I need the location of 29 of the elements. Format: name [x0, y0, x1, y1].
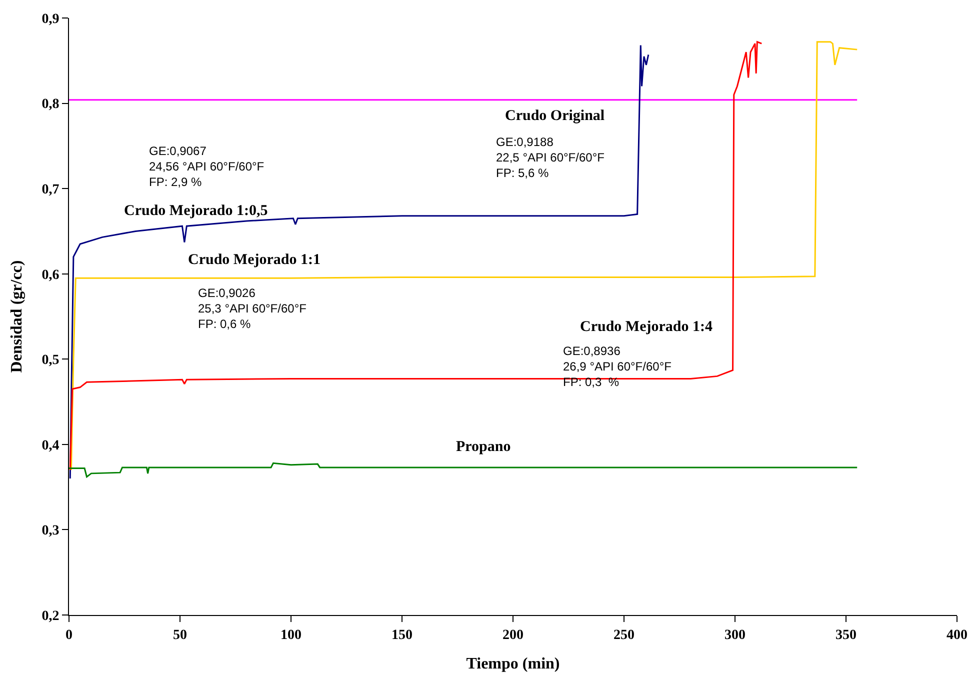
y-tick-label: 0,2	[42, 608, 60, 624]
x-axis-title: Tiempo (min)	[466, 656, 560, 672]
x-tick-label: 200	[502, 628, 524, 643]
x-tick-label: 150	[392, 628, 412, 643]
y-tick-label: 0,5	[42, 353, 60, 368]
y-tick-label: 0,3	[42, 524, 60, 539]
x-tick-label: 300	[724, 628, 746, 643]
y-tick-label: 0,4	[42, 438, 60, 454]
series-label: Crudo Mejorado 1:0,5	[124, 203, 268, 219]
line-series	[69, 462, 858, 478]
x-tick-label: 50	[173, 628, 187, 643]
y-axis-title: Densidad (gr/cc)	[8, 260, 26, 373]
y-tick-label: 0,7	[42, 182, 60, 198]
y-tick-label: 0,9	[42, 12, 60, 27]
x-tick-label: 350	[836, 628, 856, 643]
series-label: Crudo Original	[505, 108, 605, 124]
annotation: GE:0,9067 24,56 °API 60°F/60°F FP: 2,9 %	[149, 144, 264, 190]
x-tick-label: 100	[280, 628, 302, 643]
series-label: Crudo Mejorado 1:1	[188, 252, 320, 268]
series-label: Crudo Mejorado 1:4	[580, 319, 713, 335]
annotation: GE:0,8936 26,9 °API 60°F/60°F FP: 0,3 %	[563, 344, 672, 390]
x-tick-label: 250	[614, 628, 634, 643]
x-tick-label: 400	[946, 628, 968, 643]
y-tick-label: 0,8	[42, 97, 60, 112]
x-tick-label: 0	[66, 628, 72, 643]
series-label: Propano	[456, 439, 511, 455]
annotation: GE:0,9188 22,5 °API 60°F/60°F FP: 5,6 %	[496, 135, 604, 180]
annotation: GE:0,9026 25,3 °API 60°F/60°F FP: 0,6 %	[198, 286, 306, 332]
y-tick-label: 0,6	[42, 268, 60, 283]
